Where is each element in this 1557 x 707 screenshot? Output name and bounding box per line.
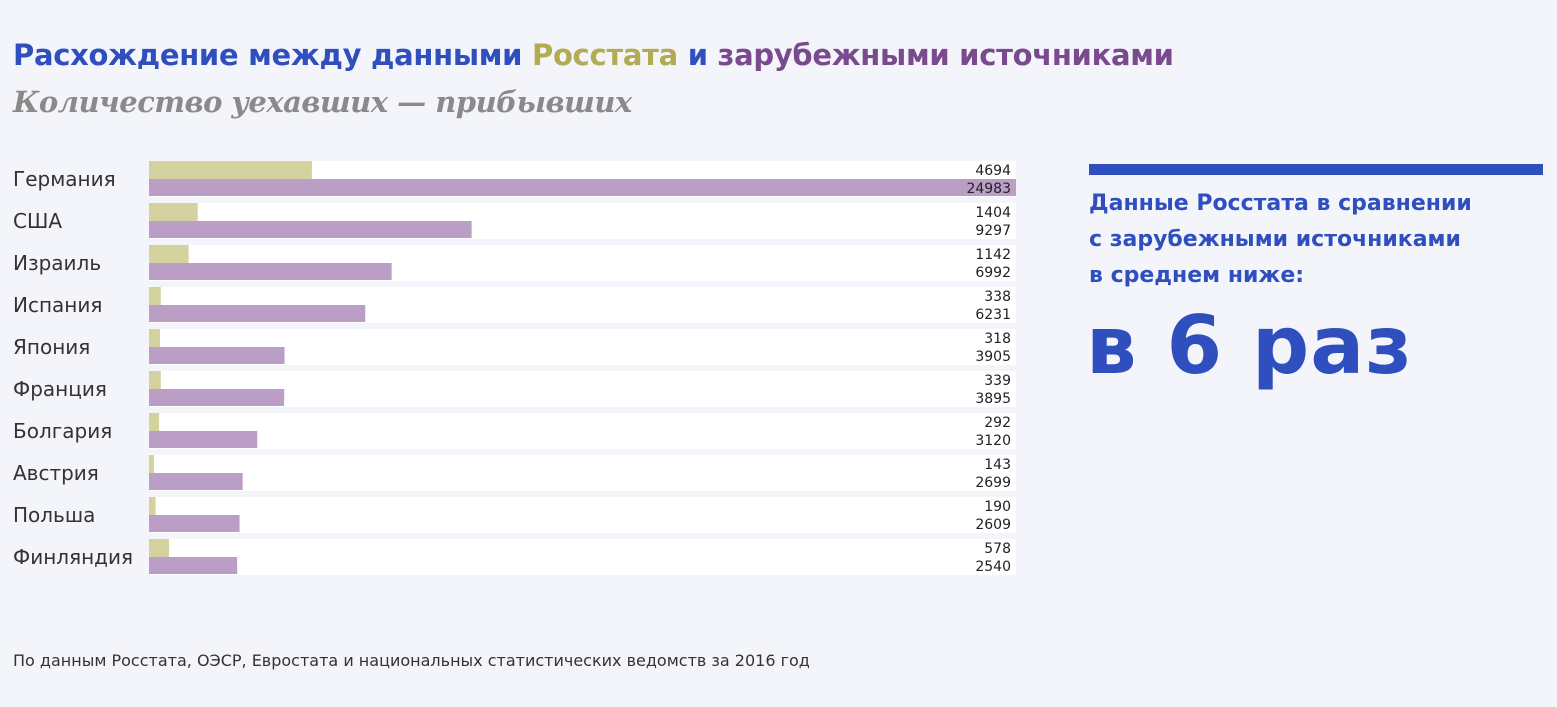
bar-foreign [149,305,366,322]
value-label-rosstat: 292 [984,415,1011,431]
bar-rosstat [149,413,160,431]
bar-foreign [149,263,392,280]
summary-line-1: Данные Росстата в сравнении [1089,191,1472,216]
bar-foreign [149,473,243,490]
value-label-rosstat: 190 [984,499,1011,515]
row-band [149,371,1016,407]
bar-foreign [149,389,285,406]
value-label-foreign: 3905 [975,349,1011,365]
value-label-rosstat: 578 [984,541,1011,557]
title-foreign-sources: зарубежными источниками [717,38,1174,72]
value-label-foreign: 6992 [975,265,1011,281]
row-band [149,329,1016,365]
bar-foreign [149,179,1016,196]
title-part-3: и [677,38,718,72]
value-label-rosstat: 1404 [975,205,1011,221]
bar-foreign [149,431,258,448]
value-label-foreign: 9297 [975,223,1011,239]
category-label: Япония [13,335,90,359]
row-band [149,539,1016,575]
bar-rosstat [149,371,161,389]
bar-foreign [149,515,240,532]
bar-rosstat [149,245,189,263]
value-label-foreign: 2699 [975,475,1011,491]
bar-foreign [149,347,285,364]
summary-text: Данные Росстата в сравнении с зарубежным… [1089,186,1529,294]
category-label: Израиль [13,251,101,275]
bar-rosstat [149,497,156,515]
value-label-foreign: 3120 [975,433,1011,449]
value-label-foreign: 3895 [975,391,1011,407]
row-band [149,455,1016,491]
category-label: Финляндия [13,545,133,569]
chart-subtitle: Количество уехавших — прибывших [13,85,632,119]
summary-ratio: в 6 раз [1086,299,1413,392]
value-label-rosstat: 1142 [975,247,1011,263]
category-label: Австрия [13,461,99,485]
value-label-rosstat: 143 [984,457,1011,473]
category-label: Франция [13,377,107,401]
bar-rosstat [149,287,161,305]
source-note: По данным Росстата, ОЭСР, Евростата и на… [13,651,810,670]
value-label-rosstat: 4694 [975,163,1011,179]
bar-rosstat [149,203,198,221]
category-label: Болгария [13,419,112,443]
bar-rosstat [149,539,170,557]
summary-line-3: в среднем ниже: [1089,263,1305,288]
category-label: Польша [13,503,95,527]
bar-rosstat [149,329,161,347]
bar-foreign [149,221,472,238]
chart-title: Расхождение между данными Росстата и зар… [13,34,1174,76]
category-label: США [13,209,62,233]
value-label-rosstat: 318 [984,331,1011,347]
bar-rosstat [149,455,154,473]
value-label-foreign: 24983 [966,181,1011,197]
bar-chart: Германия 4694 24983 США 1404 9297 Израиль 1142 6… [13,161,1016,575]
panel-divider [1089,164,1543,175]
summary-line-2: с зарубежными источниками [1089,227,1461,252]
title-rosstat: Росстата [531,38,678,72]
category-label: Германия [13,167,116,191]
value-label-foreign: 6231 [975,307,1011,323]
row-band [149,413,1016,449]
title-part-1: Расхождение между данными [13,38,532,72]
bar-foreign [149,557,238,574]
bar-rosstat [149,161,312,179]
value-label-foreign: 2540 [975,559,1011,575]
value-label-rosstat: 339 [984,373,1011,389]
row-band [149,497,1016,533]
value-label-rosstat: 338 [984,289,1011,305]
category-label: Испания [13,293,102,317]
value-label-foreign: 2609 [975,517,1011,533]
